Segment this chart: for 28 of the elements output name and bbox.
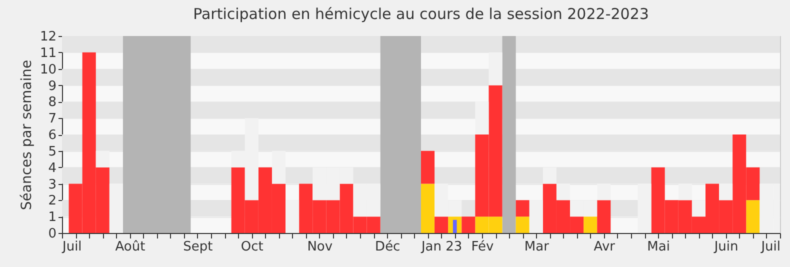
x-tick-label: Sept	[183, 240, 213, 254]
x-tick-label: Mai	[647, 240, 670, 254]
y-tick-label: 11	[40, 46, 56, 61]
x-tick-label: Juin	[713, 240, 738, 254]
y-tick-label: 0	[48, 226, 56, 242]
y-tick-label: 9	[48, 78, 56, 94]
x-tick-label: Oct	[240, 240, 264, 254]
x-tick-label: Juil	[760, 240, 780, 254]
y-tick-label: 12	[40, 30, 56, 44]
y-tick-label: 2	[48, 194, 56, 209]
x-tick-label: Juil	[62, 240, 82, 254]
x-tick-label: Août	[115, 240, 146, 254]
x-tick-label: Jan 23	[420, 240, 462, 254]
x-tick-label: Fév	[471, 240, 494, 254]
x-tick-label: Avr	[594, 240, 616, 254]
y-tick-label: 3	[48, 177, 56, 192]
y-tick-label: 10	[40, 62, 56, 78]
x-tick-label: Nov	[307, 240, 333, 254]
chart-title: Participation en hémicycle au cours de la session 2022-2023	[193, 5, 649, 23]
y-tick-label: 5	[48, 144, 56, 160]
y-tick-label: 1	[48, 210, 56, 226]
y-tick-label: 4	[48, 160, 56, 176]
y-tick-label: 8	[48, 95, 56, 110]
x-tick-label: Mar	[524, 240, 550, 254]
y-axis-title: Séances par semaine	[18, 60, 35, 210]
y-tick-label: 6	[48, 128, 56, 143]
y-tick-label: 7	[48, 112, 56, 127]
x-tick-label: Déc	[375, 240, 400, 254]
